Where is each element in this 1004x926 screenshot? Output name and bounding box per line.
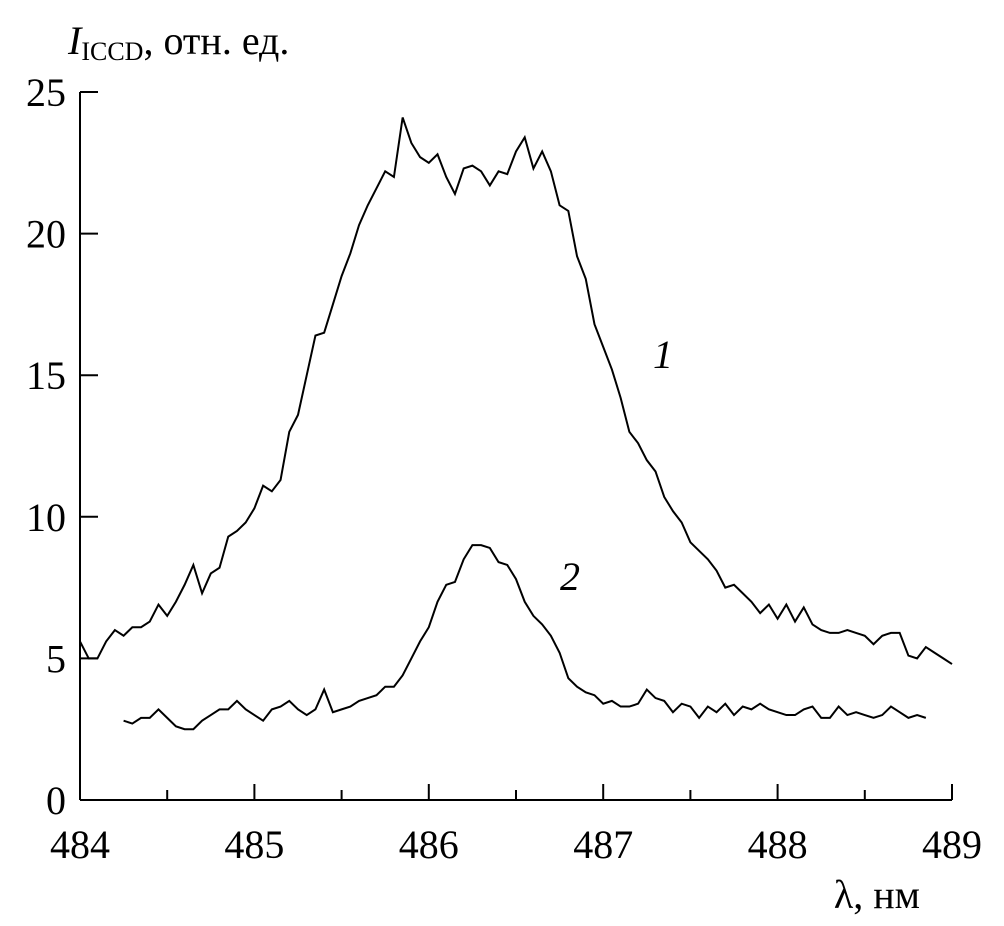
x-axis-label: λ, нм bbox=[834, 872, 920, 917]
series-label: 2 bbox=[560, 554, 580, 599]
x-tick-label: 484 bbox=[50, 822, 110, 867]
data-line bbox=[79, 117, 953, 665]
y-tick-label: 10 bbox=[26, 495, 66, 540]
x-tick-label: 489 bbox=[922, 822, 982, 867]
y-tick-label: 15 bbox=[26, 353, 66, 398]
x-tick-label: 487 bbox=[573, 822, 633, 867]
x-tick-label: 488 bbox=[748, 822, 808, 867]
y-axis-label: IICCD, отн. ед. bbox=[67, 18, 289, 66]
data-line bbox=[123, 544, 927, 731]
y-tick-label: 20 bbox=[26, 212, 66, 257]
y-tick-label: 0 bbox=[46, 778, 66, 823]
x-tick-label: 485 bbox=[224, 822, 284, 867]
y-tick-label: 25 bbox=[26, 70, 66, 115]
y-tick-label: 5 bbox=[46, 636, 66, 681]
x-tick-label: 486 bbox=[399, 822, 459, 867]
series-label: 1 bbox=[653, 332, 673, 377]
y-label-text: , отн. ед. bbox=[143, 18, 289, 63]
y-label-symbol: I bbox=[67, 18, 83, 63]
y-label-subscript: ICCD bbox=[81, 37, 143, 66]
